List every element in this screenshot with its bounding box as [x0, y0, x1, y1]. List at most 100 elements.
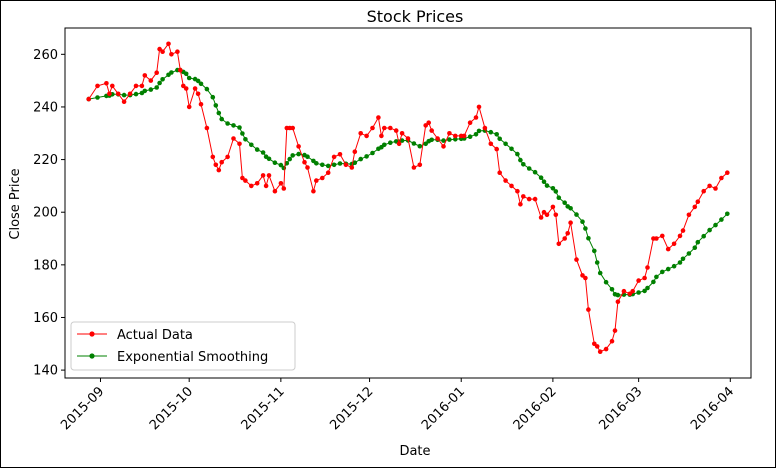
data-point-actual — [621, 288, 627, 294]
data-point-actual — [178, 67, 183, 73]
data-point-actual — [695, 199, 701, 204]
data-point-smoothing — [586, 236, 591, 241]
x-tick-label: 2016-02 — [511, 384, 560, 433]
data-point-smoothing — [352, 160, 358, 165]
data-point-smoothing — [583, 226, 588, 231]
legend-marker-actual — [89, 331, 95, 337]
data-point-smoothing — [538, 175, 544, 180]
data-point-smoothing — [574, 212, 579, 217]
data-point-actual — [127, 91, 133, 97]
data-point-smoothing — [695, 239, 701, 245]
data-point-smoothing — [290, 153, 296, 158]
data-point-actual — [370, 125, 375, 131]
data-point-actual — [320, 175, 325, 181]
data-point-smoothing — [636, 290, 641, 295]
data-point-actual — [314, 178, 319, 183]
data-point-actual — [660, 233, 665, 239]
x-tick-label: 2016-04 — [688, 384, 737, 433]
data-point-smoothing — [399, 138, 405, 143]
data-point-actual — [183, 86, 189, 91]
data-point-smoothing — [417, 143, 423, 149]
data-point-smoothing — [296, 151, 301, 157]
data-point-smoothing — [278, 162, 284, 168]
data-point-smoothing — [133, 91, 139, 97]
data-point-actual — [325, 170, 331, 175]
data-point-smoothing — [660, 269, 665, 275]
y-tick-label: 220 — [33, 153, 58, 168]
data-point-smoothing — [320, 162, 325, 168]
data-point-smoothing — [325, 163, 331, 169]
x-tick-label: 2015-12 — [327, 384, 376, 433]
data-point-actual — [237, 141, 242, 147]
data-point-smoothing — [526, 166, 532, 171]
data-point-actual — [677, 233, 683, 239]
data-point-actual — [240, 175, 245, 181]
data-point-smoothing — [553, 189, 559, 194]
data-point-actual — [379, 133, 384, 139]
data-point-actual — [615, 299, 621, 305]
data-point-actual — [521, 194, 526, 199]
data-point-actual — [654, 236, 659, 241]
x-tick-label: 2016-03 — [596, 384, 645, 433]
data-point-smoothing — [284, 161, 290, 166]
data-point-actual — [115, 91, 121, 97]
y-tick-label: 180 — [33, 258, 58, 273]
series-layer — [86, 41, 730, 355]
data-point-actual — [148, 78, 154, 83]
data-point-smoothing — [725, 211, 730, 217]
data-point-smoothing — [186, 75, 192, 81]
data-point-smoothing — [609, 287, 615, 292]
data-point-actual — [133, 83, 139, 89]
data-point-smoothing — [219, 116, 224, 122]
data-point-actual — [296, 144, 301, 149]
data-point-smoothing — [281, 165, 287, 171]
data-point-smoothing — [198, 81, 204, 87]
data-point-actual — [417, 162, 423, 168]
data-point-actual — [503, 178, 508, 183]
data-point-actual — [597, 349, 603, 355]
data-point-actual — [216, 167, 222, 173]
data-point-smoothing — [473, 132, 479, 137]
data-point-smoothing — [515, 151, 520, 157]
data-point-smoothing — [562, 200, 567, 205]
data-point-smoothing — [160, 77, 165, 82]
data-point-actual — [331, 154, 337, 160]
data-point-actual — [204, 125, 210, 131]
data-point-smoothing — [183, 71, 189, 77]
data-point-smoothing — [447, 137, 452, 142]
data-point-actual — [311, 188, 316, 194]
data-point-smoothing — [701, 233, 706, 239]
data-point-actual — [636, 278, 641, 283]
data-point-actual — [349, 165, 355, 170]
data-point-smoothing — [260, 150, 266, 155]
data-point-smoothing — [713, 222, 718, 228]
data-point-actual — [210, 154, 216, 160]
data-point-actual — [686, 212, 692, 218]
data-point-smoothing — [157, 80, 162, 86]
data-point-smoothing — [686, 251, 692, 256]
data-point-actual — [302, 159, 307, 165]
data-point-smoothing — [314, 161, 319, 166]
data-point-smoothing — [121, 92, 127, 98]
data-point-actual — [192, 86, 198, 91]
data-point-smoothing — [692, 245, 698, 250]
x-tick-label: 2015-10 — [147, 384, 196, 433]
y-tick-label: 260 — [33, 48, 58, 63]
data-point-actual — [396, 141, 402, 147]
data-point-actual — [429, 128, 435, 133]
data-point-smoothing — [494, 132, 500, 137]
data-point-actual — [553, 212, 559, 218]
data-point-actual — [272, 188, 278, 194]
data-point-smoothing — [382, 142, 387, 148]
legend: Actual Data Exponential Smoothing — [70, 321, 296, 371]
data-point-actual — [719, 175, 724, 181]
data-point-smoothing — [597, 270, 603, 276]
data-point-smoothing — [665, 266, 671, 272]
data-point-actual — [139, 83, 145, 89]
x-tick-label: 2015-09 — [58, 384, 107, 433]
data-point-actual — [104, 81, 109, 86]
data-point-actual — [343, 162, 349, 168]
legend-marker-smoothing — [89, 353, 95, 359]
data-point-actual — [488, 141, 494, 147]
data-point-smoothing — [243, 137, 248, 142]
